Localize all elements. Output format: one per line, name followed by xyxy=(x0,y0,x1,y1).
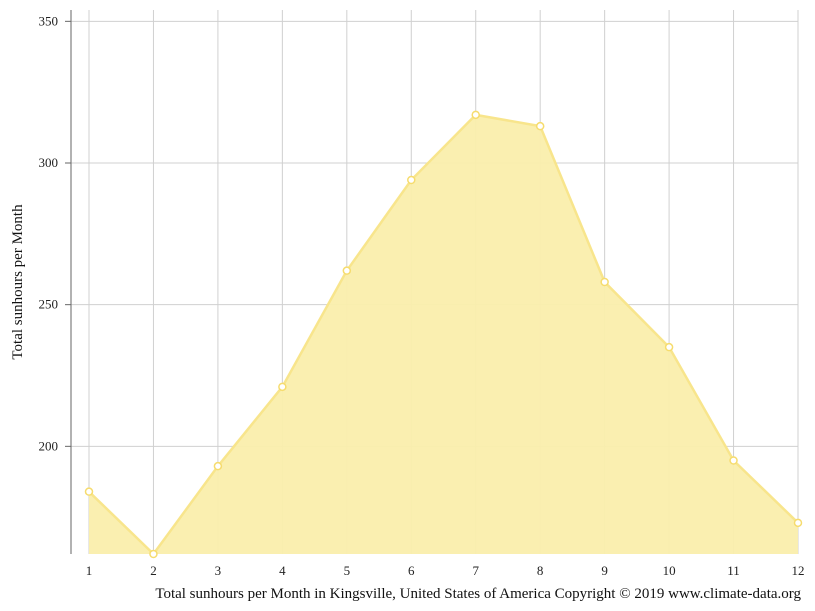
data-markers xyxy=(84,110,803,559)
data-point-8 xyxy=(535,121,545,131)
y-axis-title: Total sunhours per Month xyxy=(10,204,26,360)
data-point-9 xyxy=(600,277,609,287)
y-tick-label-200: 200 xyxy=(39,438,59,453)
data-point-3 xyxy=(213,461,223,471)
x-tick-label-8: 8 xyxy=(537,563,544,578)
data-point-12 xyxy=(793,518,803,528)
series-line xyxy=(88,113,799,556)
x-tick-label-6: 6 xyxy=(408,563,415,578)
data-point-1 xyxy=(84,487,94,496)
area-layer xyxy=(88,113,799,556)
data-point-6 xyxy=(407,175,416,185)
x-tick-label-12: 12 xyxy=(792,563,805,578)
chart-caption: Total sunhours per Month in Kingsville, … xyxy=(155,586,801,602)
x-tick-label-9: 9 xyxy=(601,563,608,578)
x-tick-label-11: 11 xyxy=(727,563,740,578)
data-point-5 xyxy=(342,266,352,275)
data-point-7 xyxy=(471,110,480,120)
data-point-11 xyxy=(729,456,738,465)
data-point-2 xyxy=(149,549,158,559)
data-point-4 xyxy=(278,382,287,392)
x-tick-label-4: 4 xyxy=(279,563,286,578)
x-tick-label-10: 10 xyxy=(663,563,676,578)
y-tick-label-300: 300 xyxy=(39,155,59,170)
x-tick-label-5: 5 xyxy=(344,563,351,578)
y-tick-label-250: 250 xyxy=(39,297,59,312)
x-tick-label-1: 1 xyxy=(86,563,93,578)
x-tick-label-2: 2 xyxy=(150,563,157,578)
data-point-10 xyxy=(664,342,674,352)
x-tick-labels: 1 2 3 4 5 6 7 8 9 10 11 12 xyxy=(86,563,805,578)
y-tick-labels: 200 250 300 350 xyxy=(39,13,71,453)
x-tick-label-7: 7 xyxy=(472,563,479,578)
x-tick-label-3: 3 xyxy=(215,563,222,578)
y-tick-label-350: 350 xyxy=(39,13,59,28)
area-fill xyxy=(89,114,798,554)
